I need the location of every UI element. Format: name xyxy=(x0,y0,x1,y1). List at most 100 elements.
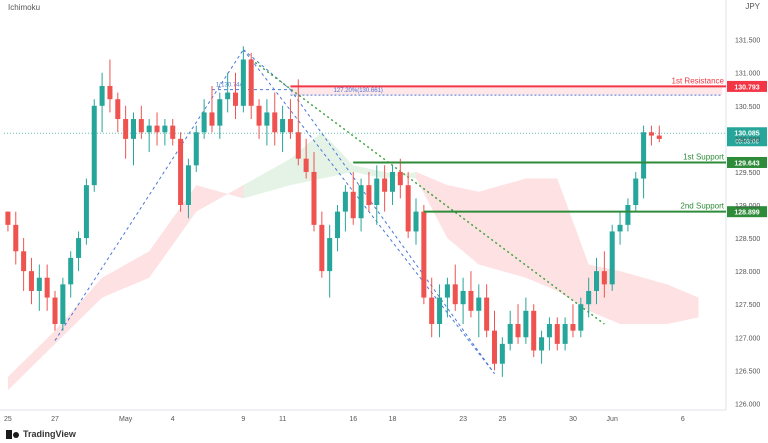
tradingview-logo[interactable]: TradingView xyxy=(6,429,76,439)
fibonacci-line[interactable] xyxy=(243,49,291,91)
candle-body[interactable] xyxy=(217,99,223,126)
candle-body[interactable] xyxy=(68,257,74,285)
x-tick-label: 27 xyxy=(51,416,59,423)
candle-body[interactable] xyxy=(499,343,505,364)
descending-trendline[interactable] xyxy=(250,58,605,325)
candle-body[interactable] xyxy=(350,191,356,219)
candle-body[interactable] xyxy=(507,324,513,344)
candle-body[interactable] xyxy=(633,178,639,205)
candle-body[interactable] xyxy=(531,310,537,351)
candle-body[interactable] xyxy=(60,284,66,325)
candle-body[interactable] xyxy=(578,304,584,331)
candle-body[interactable] xyxy=(554,324,560,344)
candle-body[interactable] xyxy=(13,224,19,252)
candle-body[interactable] xyxy=(178,138,184,205)
candle-body[interactable] xyxy=(468,290,474,311)
candle-body[interactable] xyxy=(21,251,27,272)
candle-body[interactable] xyxy=(656,135,662,139)
candle-body[interactable] xyxy=(225,92,231,100)
ichimoku-cloud-segment xyxy=(55,277,103,344)
y-tick-label: 129.000 xyxy=(735,203,760,210)
candle-body[interactable] xyxy=(311,171,317,225)
candle-body[interactable] xyxy=(209,112,215,126)
candle-body[interactable] xyxy=(444,284,450,298)
candle-body[interactable] xyxy=(162,125,168,133)
candle-body[interactable] xyxy=(476,297,482,311)
candle-body[interactable] xyxy=(28,271,34,291)
candle-body[interactable] xyxy=(52,297,58,325)
candle-body[interactable] xyxy=(562,324,568,344)
candle-body[interactable] xyxy=(130,119,137,139)
candle-body[interactable] xyxy=(421,211,427,298)
candle-body[interactable] xyxy=(452,284,458,305)
candle-body[interactable] xyxy=(429,297,435,325)
y-tick-label: 130.000 xyxy=(735,137,760,144)
candle-body[interactable] xyxy=(491,330,498,364)
candle-body[interactable] xyxy=(539,337,545,351)
candle-body[interactable] xyxy=(460,290,466,305)
candle-body[interactable] xyxy=(146,125,152,133)
candle-body[interactable] xyxy=(256,105,262,126)
candle-body[interactable] xyxy=(389,171,395,192)
candle-body[interactable] xyxy=(413,211,419,232)
candle-body[interactable] xyxy=(586,290,592,305)
candle-body[interactable] xyxy=(264,112,270,126)
candle-body[interactable] xyxy=(397,171,403,186)
ichimoku-cloud-segment xyxy=(667,284,699,325)
candle-body[interactable] xyxy=(374,178,380,205)
candle-body[interactable] xyxy=(83,185,89,239)
candle-body[interactable] xyxy=(335,211,341,239)
candle-body[interactable] xyxy=(295,132,301,159)
candle-body[interactable] xyxy=(405,185,411,232)
candle-body[interactable] xyxy=(358,185,364,219)
indicator-name: Ichimoku xyxy=(8,3,41,12)
ichimoku-cloud-segment xyxy=(196,185,244,212)
candle-body[interactable] xyxy=(484,297,490,331)
candle-body[interactable] xyxy=(99,85,105,106)
candle-body[interactable] xyxy=(115,99,121,120)
candle-body[interactable] xyxy=(138,119,144,133)
candle-body[interactable] xyxy=(76,238,82,258)
candle-body[interactable] xyxy=(625,205,631,225)
candle-body[interactable] xyxy=(107,85,113,100)
candle-body[interactable] xyxy=(91,105,97,186)
candle-body[interactable] xyxy=(240,59,246,106)
candle-body[interactable] xyxy=(170,125,176,139)
candle-body[interactable] xyxy=(327,238,333,272)
candle-body[interactable] xyxy=(515,324,521,338)
candle-body[interactable] xyxy=(232,92,239,106)
candle-body[interactable] xyxy=(342,191,348,212)
candle-body[interactable] xyxy=(36,277,42,291)
candle-body[interactable] xyxy=(570,324,576,331)
candle-body[interactable] xyxy=(601,271,607,285)
candle-body[interactable] xyxy=(185,165,191,205)
candle-body[interactable] xyxy=(201,112,207,133)
candle-body[interactable] xyxy=(303,158,309,172)
candle-body[interactable] xyxy=(648,132,654,136)
candle-body[interactable] xyxy=(154,125,160,133)
candle-body[interactable] xyxy=(248,59,254,106)
candle-body[interactable] xyxy=(123,119,129,139)
candle-body[interactable] xyxy=(319,224,325,272)
candle-body[interactable] xyxy=(546,324,552,338)
x-tick-label: 18 xyxy=(389,416,397,423)
candle-body[interactable] xyxy=(617,224,623,232)
candle-countdown-label: 03:33:06 xyxy=(735,139,759,145)
candle-body[interactable] xyxy=(5,211,11,225)
candle-body[interactable] xyxy=(44,277,50,298)
support-level-label: 2nd Support xyxy=(680,202,724,211)
candle-body[interactable] xyxy=(593,271,600,291)
candle-body[interactable] xyxy=(193,132,199,166)
candle-body[interactable] xyxy=(382,178,388,192)
candle-body[interactable] xyxy=(272,112,278,133)
candle-body[interactable] xyxy=(523,310,529,338)
candle-body[interactable] xyxy=(280,119,286,133)
candle-body[interactable] xyxy=(366,185,372,205)
candle-body[interactable] xyxy=(287,119,293,133)
candle-body[interactable] xyxy=(641,132,647,179)
candle-body[interactable] xyxy=(609,231,615,285)
fibonacci-line[interactable] xyxy=(290,89,495,374)
candle-body[interactable] xyxy=(437,297,443,325)
